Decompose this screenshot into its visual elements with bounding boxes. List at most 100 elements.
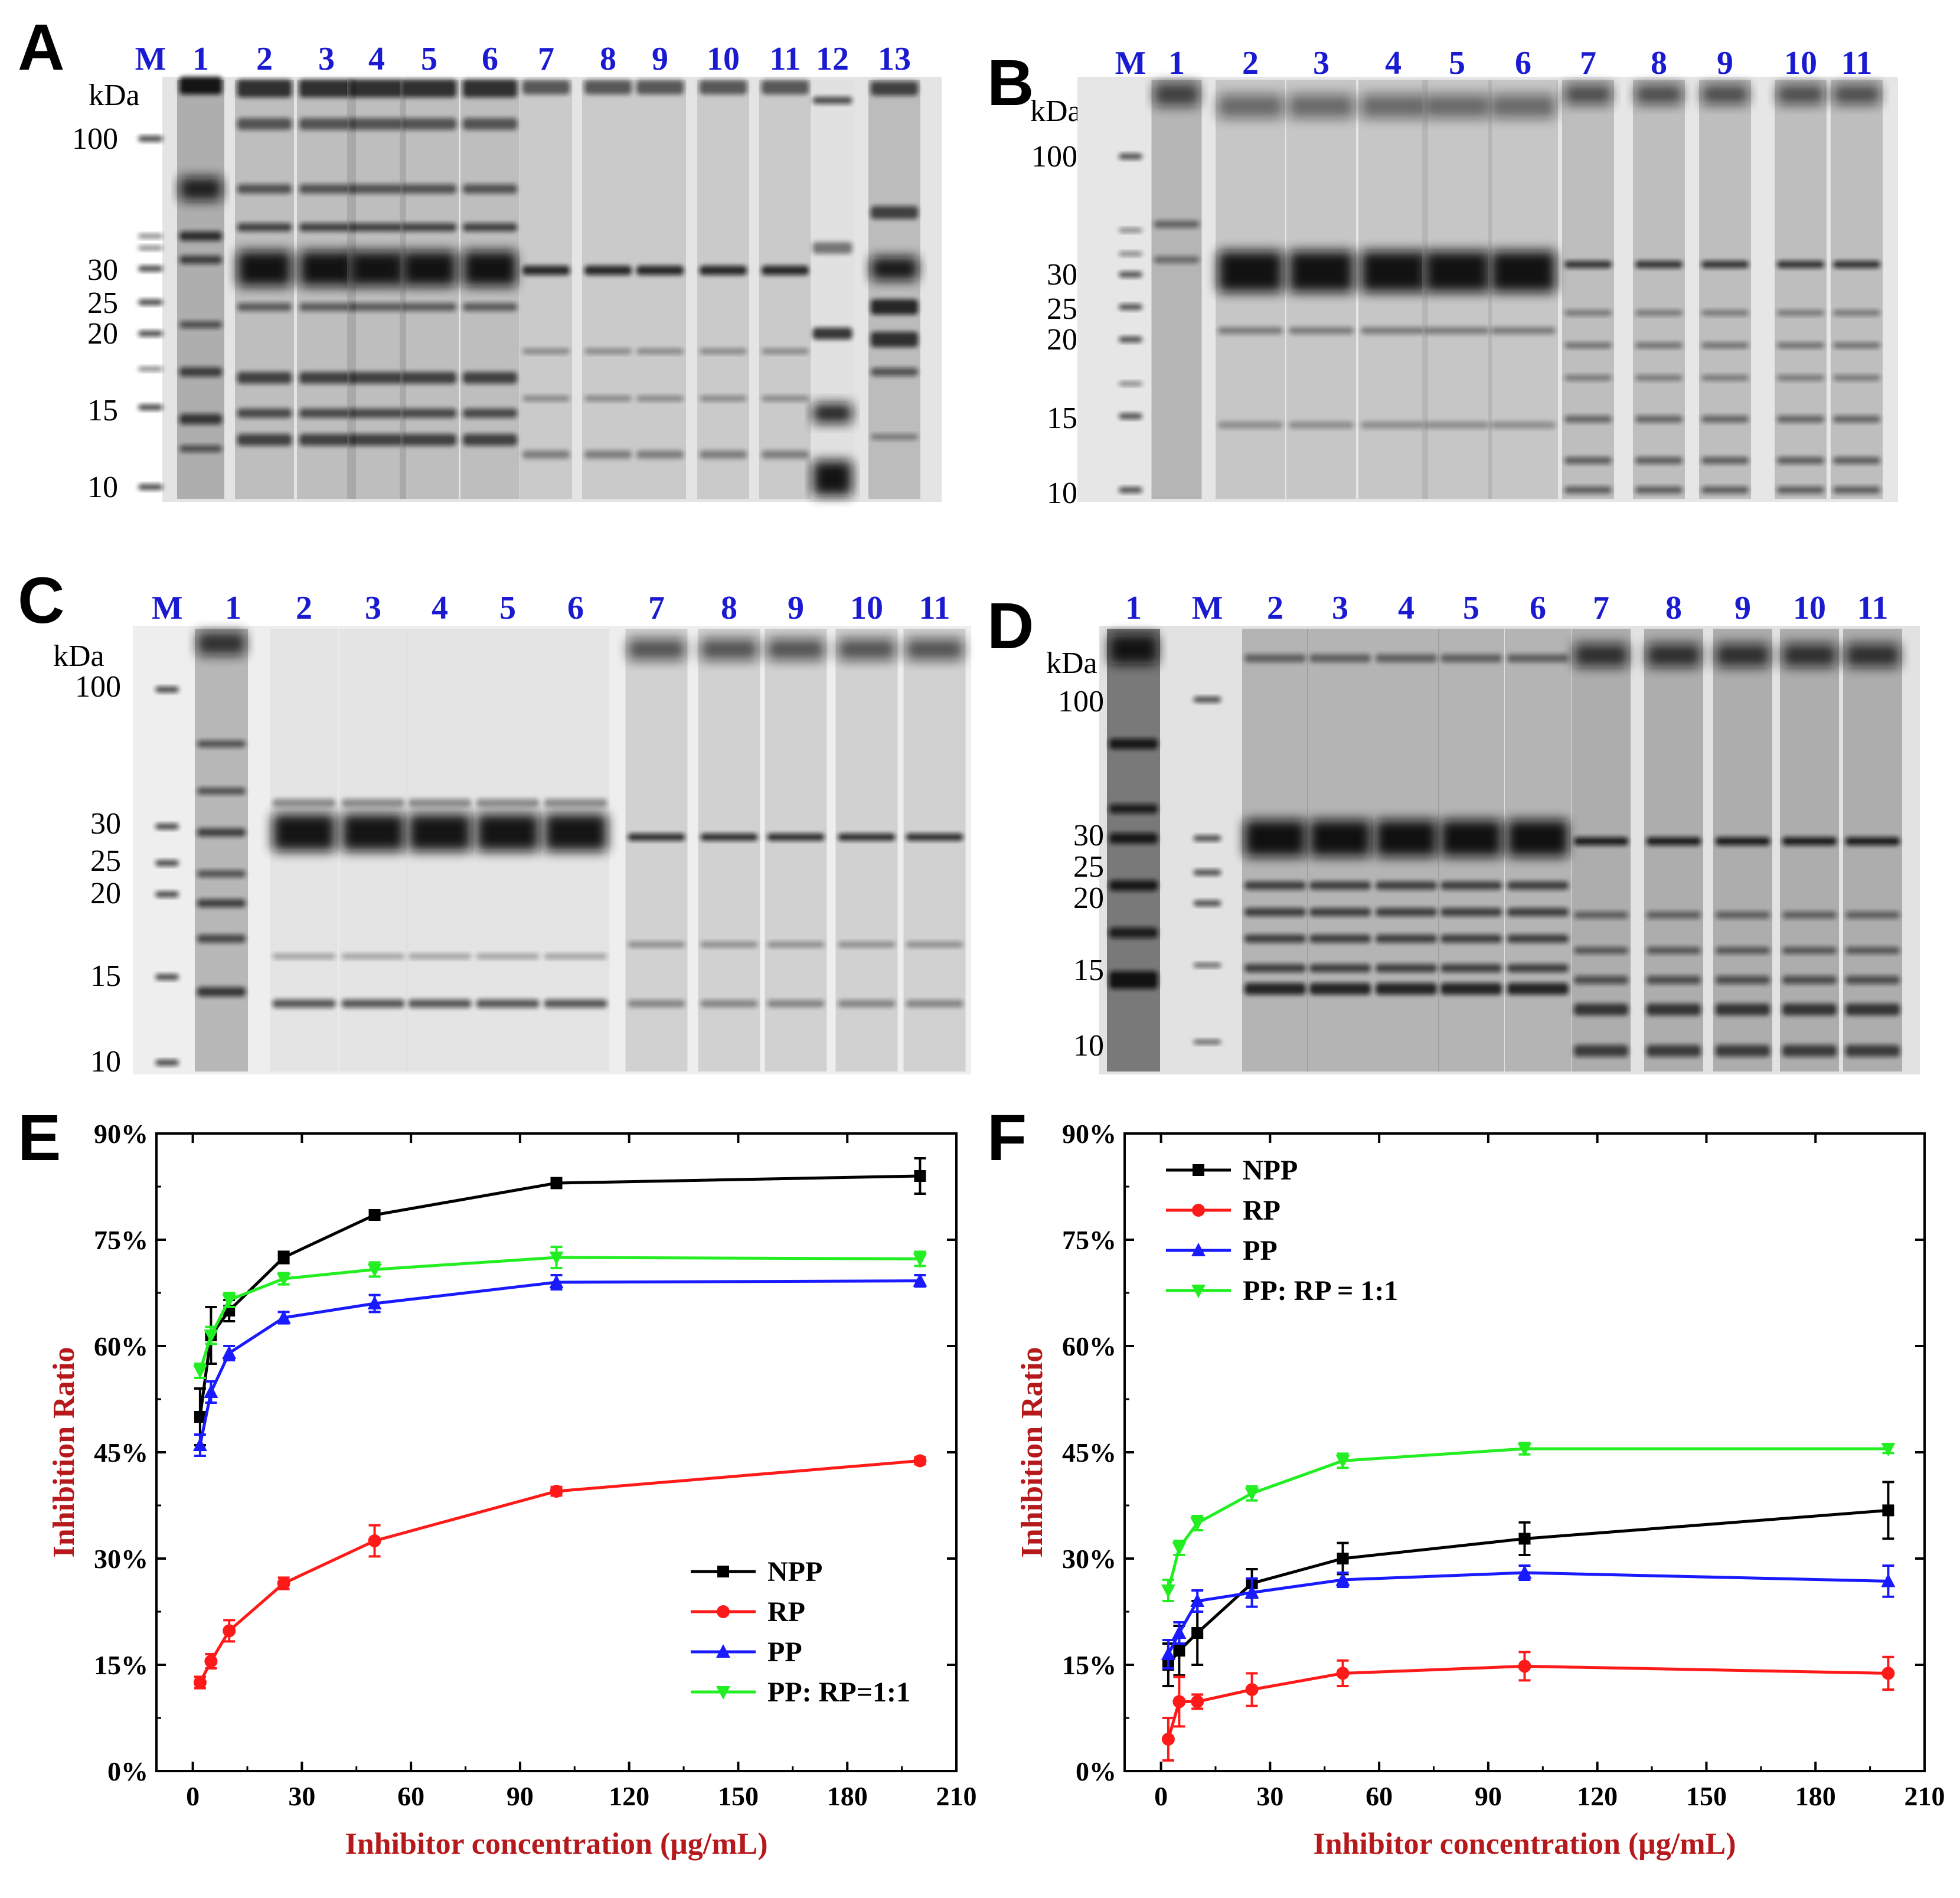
- gel-lane: [698, 629, 760, 1071]
- gel-band: [1119, 251, 1142, 256]
- lane-label: M: [152, 590, 183, 626]
- y-tick-label: 30%: [1062, 1544, 1116, 1574]
- lane-smear: [759, 80, 811, 499]
- gel-band: [1289, 327, 1354, 334]
- data-point: [1881, 1443, 1896, 1456]
- gel-band: [762, 266, 809, 275]
- lane-label: 3: [1332, 590, 1348, 626]
- gel-band: [138, 234, 163, 239]
- gel-band: [1119, 304, 1142, 310]
- lane-label: M: [1192, 590, 1223, 626]
- y-tick-label: 45%: [1062, 1438, 1116, 1468]
- gel-band: [1109, 927, 1158, 938]
- data-point: [204, 1384, 218, 1398]
- gel-band: [299, 372, 354, 384]
- gel-lane: [835, 629, 898, 1071]
- lane-labels-b: M 1 2 3 4 5 6 7 8 9 10 11: [1115, 45, 1873, 81]
- x-axis-title: Inhibitor concentration (μg/mL): [345, 1827, 767, 1861]
- gel-band: [1491, 94, 1556, 118]
- gel-band: [1154, 83, 1200, 106]
- gel-band: [1218, 251, 1283, 292]
- chart-panel-f: F 0 30 60 90 120 150 180 210 0% 15% 30% 45% 60% 75% 90…: [987, 1102, 1945, 1861]
- lane-smear: [634, 80, 686, 499]
- lane-label: 9: [1717, 45, 1733, 81]
- gel-lane: [1358, 80, 1428, 499]
- gel-band: [349, 118, 404, 130]
- gel-band: [1782, 1004, 1837, 1015]
- chart-e: 0 30 60 90 120 150 180 210 0% 15% 30% 45% 60% 75% 90% I…: [47, 1119, 977, 1861]
- lane-label: 3: [1313, 45, 1329, 81]
- gel-band: [1833, 375, 1880, 381]
- gel-band: [1425, 422, 1489, 429]
- lane-label: 11: [770, 41, 801, 77]
- gel-band: [700, 1000, 758, 1007]
- gel-band: [237, 434, 292, 446]
- gel-band: [1833, 84, 1880, 104]
- series: [193, 1454, 927, 1690]
- gel-band: [1701, 310, 1749, 316]
- y-tick-label: 15%: [94, 1650, 148, 1680]
- legend-label: PP: [767, 1636, 802, 1668]
- gel-band: [138, 484, 163, 490]
- lane-label: 7: [1580, 45, 1596, 81]
- gel-band: [1716, 976, 1770, 984]
- data-point: [1517, 1565, 1532, 1579]
- gel-band: [1376, 820, 1437, 857]
- gel-band: [1782, 1045, 1837, 1057]
- gel-band: [812, 403, 852, 423]
- data-point: [1244, 1585, 1259, 1599]
- gel-band: [1647, 976, 1701, 984]
- lane-smear: [460, 80, 520, 499]
- gel-lane: [138, 136, 163, 490]
- data-point: [1517, 1443, 1532, 1456]
- legend-label: PP: RP = 1:1: [1243, 1275, 1398, 1306]
- data-point: [276, 1273, 291, 1286]
- gel-band: [138, 136, 163, 142]
- gel-lane: [903, 629, 966, 1071]
- gel-band: [1193, 963, 1221, 968]
- gel-band: [1244, 881, 1306, 890]
- mw-label: 25: [87, 286, 118, 320]
- gel-lane: [155, 687, 179, 1066]
- gel-band: [871, 81, 918, 96]
- data-point: [1335, 1455, 1350, 1469]
- gel-band: [871, 434, 918, 440]
- gel-lane: [1572, 629, 1631, 1071]
- gel-band: [906, 1000, 963, 1007]
- gel-band: [1309, 935, 1371, 943]
- gel-band: [584, 348, 632, 354]
- mw-label: 100: [1031, 140, 1077, 174]
- lane-label: 2: [256, 41, 273, 77]
- gel-band: [1564, 375, 1612, 381]
- lane-smear: [1572, 629, 1631, 1071]
- series: [192, 1273, 927, 1457]
- y-axis-title: Inhibition Ratio: [47, 1347, 81, 1558]
- mw-labels-c: 100 30 25 20 15 10: [75, 670, 121, 1079]
- gel-band: [1244, 908, 1306, 916]
- gel-band: [1782, 976, 1837, 984]
- gel-band: [1507, 908, 1569, 916]
- x-tick-label: 180: [827, 1781, 868, 1811]
- data-point: [549, 1275, 564, 1288]
- gel-band: [463, 303, 517, 311]
- gel-band: [138, 331, 163, 337]
- y-tick-label: 30%: [94, 1544, 148, 1574]
- x-tick-label: 90: [1475, 1781, 1502, 1811]
- gel-band: [1716, 947, 1770, 954]
- gel-band: [1833, 261, 1880, 268]
- gel-lane: [759, 80, 811, 499]
- data-point: [550, 1485, 563, 1498]
- data-point: [367, 1263, 382, 1278]
- gel-band: [402, 303, 456, 311]
- gel-band: [237, 184, 292, 194]
- legend-label: RP: [1243, 1195, 1280, 1226]
- gel-band: [700, 348, 747, 354]
- chart-panel-e: E 0 30 60 90 120 150 180 210 0% 15% 30% 45% 60% 75% 90…: [18, 1102, 977, 1861]
- gel-band: [1289, 94, 1354, 118]
- data-point: [1191, 1285, 1206, 1298]
- gel-band: [1635, 84, 1683, 104]
- lane-smear: [1699, 80, 1751, 499]
- y-tick-label: 60%: [1062, 1331, 1116, 1361]
- gel-band: [1564, 486, 1612, 494]
- gel-band: [179, 414, 222, 424]
